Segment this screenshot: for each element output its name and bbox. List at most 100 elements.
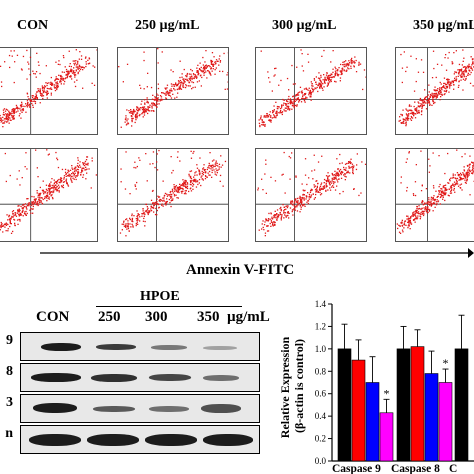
- scatter-point: [444, 82, 446, 85]
- scatter-point: [174, 189, 176, 191]
- scatter-point: [35, 71, 38, 73]
- scatter-point: [404, 220, 407, 222]
- scatter-point: [424, 97, 426, 99]
- scatter-point: [434, 200, 436, 202]
- scatter-point: [18, 218, 20, 221]
- scatter-point: [186, 85, 188, 87]
- scatter-point: [287, 205, 289, 207]
- scatter-point: [151, 190, 154, 192]
- scatter-point: [79, 166, 82, 168]
- scatter-point: [332, 50, 334, 52]
- scatter-point: [145, 111, 147, 113]
- scatter-point: [313, 88, 315, 91]
- scatter-point: [52, 186, 54, 188]
- scatter-point: [199, 75, 202, 77]
- scatter-point: [328, 175, 331, 177]
- scatter-point: [88, 168, 90, 170]
- scatter-point: [406, 114, 408, 116]
- scatter-point: [55, 76, 57, 78]
- scatter-point: [281, 104, 283, 106]
- scatter-point: [36, 202, 39, 204]
- scatter-point: [12, 115, 15, 117]
- scatter-point: [27, 203, 29, 205]
- scatter-point: [136, 112, 138, 114]
- scatter-point: [136, 110, 138, 112]
- scatter-point: [442, 192, 444, 194]
- scatter-point: [451, 177, 453, 179]
- scatter-point: [332, 174, 334, 176]
- scatter-point: [158, 196, 160, 198]
- scatter-point: [288, 105, 290, 108]
- scatter-point: [48, 184, 50, 187]
- scatter-point: [167, 93, 169, 95]
- scatter-point: [424, 207, 427, 210]
- scatter-point: [4, 118, 6, 120]
- scatter-point: [141, 213, 143, 215]
- scatter-point: [428, 208, 430, 210]
- scatter-point: [271, 216, 273, 218]
- scatter-point: [73, 173, 75, 176]
- scatter-point: [178, 186, 180, 188]
- scatter-point: [313, 78, 315, 80]
- scatter-point: [130, 110, 132, 113]
- scatter-point: [409, 222, 411, 224]
- scatter-point: [146, 99, 148, 101]
- scatter-point: [171, 85, 173, 87]
- scatter-point: [77, 171, 79, 173]
- scatter-point: [341, 171, 344, 173]
- scatter-point: [434, 94, 436, 96]
- flow-header-350: 350 µg/mL: [413, 18, 474, 33]
- scatter-point: [169, 92, 171, 94]
- scatter-point: [352, 167, 355, 169]
- scatter-point: [456, 177, 459, 180]
- scatter-point: [45, 65, 47, 67]
- scatter-point: [2, 122, 5, 124]
- scatter-point: [44, 192, 46, 194]
- scatter-point: [137, 107, 139, 109]
- scatter-point: [268, 119, 270, 121]
- scatter-point: [471, 169, 473, 172]
- scatter-point: [428, 158, 430, 160]
- scatter-point: [405, 125, 407, 127]
- scatter-point: [11, 115, 13, 117]
- scatter-point: [288, 109, 291, 111]
- scatter-point: [399, 116, 401, 118]
- scatter-point: [151, 104, 153, 106]
- scatter-point: [464, 177, 466, 179]
- scatter-point: [197, 183, 199, 186]
- y-tick-label: 0.4: [315, 411, 327, 421]
- scatter-point: [134, 184, 136, 186]
- scatter-point: [50, 87, 52, 89]
- scatter-point: [75, 170, 77, 172]
- scatter-point: [320, 182, 323, 184]
- scatter-point: [57, 83, 59, 85]
- scatter-point: [276, 218, 278, 221]
- scatter-point: [308, 94, 310, 96]
- scatter-point: [209, 152, 211, 154]
- scatter-point: [401, 219, 403, 221]
- scatter-point: [180, 88, 183, 90]
- scatter-point: [305, 97, 307, 100]
- scatter-point: [333, 181, 335, 183]
- scatter-point: [337, 175, 340, 177]
- scatter-point: [412, 212, 414, 214]
- scatter-point: [218, 166, 220, 168]
- scatter-point: [172, 93, 174, 95]
- scatter-point: [352, 169, 354, 171]
- scatter-point: [413, 115, 415, 117]
- y-tick-label: 1.2: [315, 321, 326, 331]
- scatter-point: [344, 179, 346, 181]
- scatter-point: [174, 187, 176, 189]
- scatter-point: [420, 150, 422, 152]
- scatter-point: [42, 180, 44, 182]
- scatter-point: [423, 99, 425, 101]
- scatter-point: [157, 62, 159, 64]
- scatter-point: [146, 101, 148, 103]
- scatter-point: [157, 100, 159, 102]
- scatter-point: [60, 180, 62, 182]
- scatter-point: [416, 110, 418, 112]
- scatter-point: [258, 122, 261, 124]
- scatter-point: [137, 213, 139, 215]
- scatter-point: [34, 102, 37, 105]
- scatter-point: [153, 202, 155, 204]
